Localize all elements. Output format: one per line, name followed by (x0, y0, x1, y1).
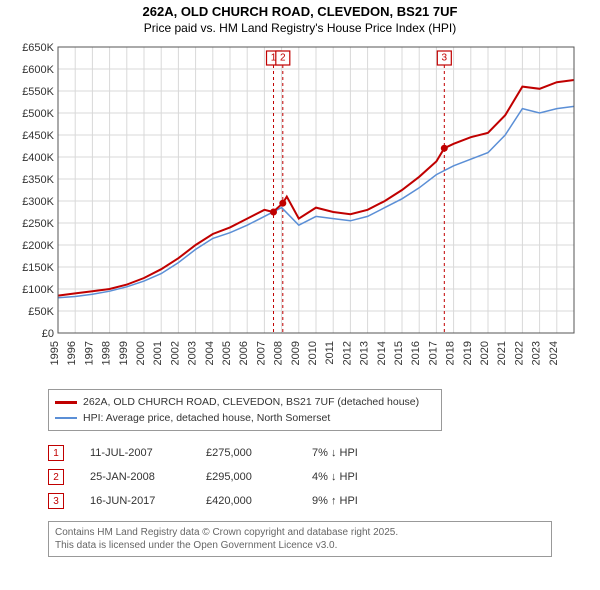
svg-text:1999: 1999 (118, 341, 130, 365)
title-address: 262A, OLD CHURCH ROAD, CLEVEDON, BS21 7U… (0, 4, 600, 19)
sale-row-3: 3 16-JUN-2017 £420,000 9% ↑ HPI (48, 489, 586, 513)
svg-text:£200K: £200K (22, 240, 54, 252)
footer-line2: This data is licensed under the Open Gov… (55, 539, 545, 552)
svg-text:£300K: £300K (22, 196, 54, 208)
sale-date-3: 16-JUN-2017 (90, 495, 180, 507)
legend: 262A, OLD CHURCH ROAD, CLEVEDON, BS21 7U… (48, 389, 442, 431)
svg-text:£50K: £50K (28, 306, 54, 318)
svg-text:£0: £0 (42, 328, 54, 340)
sale-price-3: £420,000 (206, 495, 286, 507)
svg-text:£250K: £250K (22, 218, 54, 230)
svg-text:1997: 1997 (83, 341, 95, 365)
legend-label-hpi: HPI: Average price, detached house, Nort… (83, 410, 330, 426)
svg-text:2000: 2000 (135, 341, 147, 365)
sale-date-2: 25-JAN-2008 (90, 471, 180, 483)
svg-text:1995: 1995 (49, 341, 61, 365)
svg-text:£150K: £150K (22, 262, 54, 274)
svg-text:2011: 2011 (324, 341, 336, 365)
svg-text:£650K: £650K (22, 42, 54, 54)
svg-text:2002: 2002 (169, 341, 181, 365)
svg-text:2001: 2001 (152, 341, 164, 365)
svg-text:2006: 2006 (238, 341, 250, 365)
sale-date-1: 11-JUL-2007 (90, 447, 180, 459)
svg-text:£350K: £350K (22, 174, 54, 186)
sales-table: 1 11-JUL-2007 £275,000 7% ↓ HPI 2 25-JAN… (48, 441, 586, 513)
legend-item-main: 262A, OLD CHURCH ROAD, CLEVEDON, BS21 7U… (55, 394, 435, 410)
sale-delta-3: 9% ↑ HPI (312, 495, 402, 507)
legend-item-hpi: HPI: Average price, detached house, Nort… (55, 410, 435, 426)
svg-text:£600K: £600K (22, 64, 54, 76)
svg-text:£400K: £400K (22, 152, 54, 164)
svg-text:2008: 2008 (273, 341, 285, 365)
price-chart: £0 £50K £100K £150K £200K £250K £300K £350K £400… (14, 39, 586, 383)
svg-text:£450K: £450K (22, 130, 54, 142)
sale-row-2: 2 25-JAN-2008 £295,000 4% ↓ HPI (48, 465, 586, 489)
legend-swatch-hpi (55, 417, 77, 419)
svg-text:2014: 2014 (376, 341, 388, 365)
svg-text:2010: 2010 (307, 341, 319, 365)
sale-price-2: £295,000 (206, 471, 286, 483)
svg-text:£100K: £100K (22, 284, 54, 296)
svg-text:£500K: £500K (22, 108, 54, 120)
legend-swatch-main (55, 401, 77, 404)
svg-text:2022: 2022 (513, 341, 525, 365)
footer-attribution: Contains HM Land Registry data © Crown c… (48, 521, 552, 557)
title-subtitle: Price paid vs. HM Land Registry's House … (0, 21, 600, 35)
legend-label-main: 262A, OLD CHURCH ROAD, CLEVEDON, BS21 7U… (83, 394, 419, 410)
svg-text:2003: 2003 (187, 341, 199, 365)
svg-text:2016: 2016 (410, 341, 422, 365)
chart-container: £0 £50K £100K £150K £200K £250K £300K £350K £400… (14, 39, 586, 383)
sale-marker-3: 3 (48, 493, 64, 509)
sale-delta-1: 7% ↓ HPI (312, 447, 402, 459)
svg-text:2024: 2024 (548, 341, 560, 365)
svg-text:2015: 2015 (393, 341, 405, 365)
sale-marker-2: 2 (48, 469, 64, 485)
svg-text:2012: 2012 (341, 341, 353, 365)
svg-text:2007: 2007 (255, 341, 267, 365)
svg-text:2: 2 (280, 53, 286, 64)
svg-text:£550K: £550K (22, 86, 54, 98)
chart-titles: 262A, OLD CHURCH ROAD, CLEVEDON, BS21 7U… (0, 0, 600, 35)
svg-text:1998: 1998 (101, 341, 113, 365)
svg-text:2023: 2023 (531, 341, 543, 365)
svg-text:2021: 2021 (496, 341, 508, 365)
svg-text:2017: 2017 (427, 341, 439, 365)
sale-delta-2: 4% ↓ HPI (312, 471, 402, 483)
svg-text:2019: 2019 (462, 341, 474, 365)
sale-marker-1: 1 (48, 445, 64, 461)
svg-text:2018: 2018 (445, 341, 457, 365)
svg-text:1996: 1996 (66, 341, 78, 365)
svg-text:2009: 2009 (290, 341, 302, 365)
svg-text:2004: 2004 (204, 341, 216, 365)
svg-text:2005: 2005 (221, 341, 233, 365)
svg-text:2013: 2013 (359, 341, 371, 365)
svg-text:3: 3 (442, 53, 448, 64)
sale-price-1: £275,000 (206, 447, 286, 459)
svg-text:2020: 2020 (479, 341, 491, 365)
footer-line1: Contains HM Land Registry data © Crown c… (55, 526, 545, 539)
sale-row-1: 1 11-JUL-2007 £275,000 7% ↓ HPI (48, 441, 586, 465)
